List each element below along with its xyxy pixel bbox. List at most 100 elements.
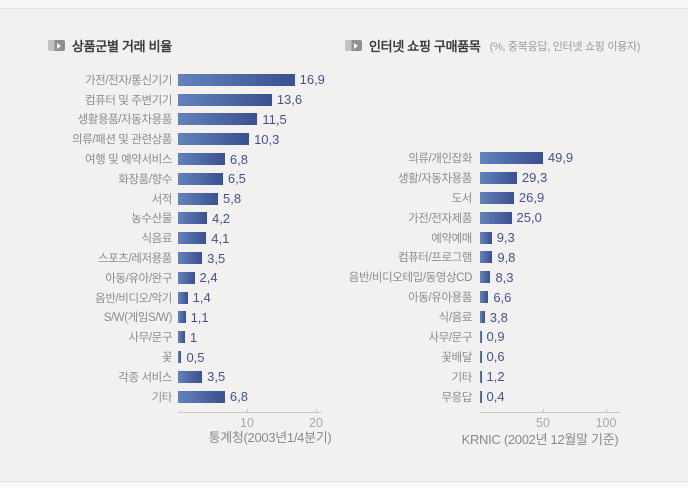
bar [178, 192, 219, 205]
bar-label: 화장품/향수 [118, 173, 172, 186]
bar-row: 스포츠/레저용품 3,5 [40, 248, 340, 268]
bar [178, 172, 223, 185]
bar-row: 농수산물 4,2 [40, 209, 340, 229]
bar-row: 예약예매 9,3 [345, 228, 688, 248]
bar-label: 생활/자동차용품 [397, 172, 472, 185]
bar-row: 도서 26,9 [345, 188, 688, 208]
bar [178, 212, 207, 225]
bar-value: 3,5 [207, 250, 226, 266]
bar-row: 여행 및 예약서비스 6,8 [40, 149, 340, 169]
bar-value: 29,3 [521, 170, 548, 186]
bar-value: 6,8 [229, 389, 248, 405]
axis: 50 100 [480, 409, 620, 430]
bar-rows: 의류/개인잡화 49,9 생활/자동차용품 29,3 도서 26,9 가전/전자… [345, 148, 688, 407]
bar-label: 의류/개인잡화 [408, 152, 472, 165]
play-arrow-icon [354, 42, 358, 49]
bar-row: 아동/유아/완구 2,4 [40, 268, 340, 288]
bar-label: 음반/비디오테입/동영상CD [348, 272, 473, 285]
bar-value: 0,9 [486, 329, 505, 345]
bar [178, 73, 295, 86]
bar-row: 생활/자동차용품 29,3 [345, 168, 688, 188]
bar-value: 1 [189, 329, 198, 345]
play-arrow-icon [57, 42, 61, 49]
axis: 10 20 [178, 409, 323, 430]
chart-header: 인터넷 쇼핑 구매품목 (%, 중복응답, 인터넷 쇼핑 이용자) [345, 36, 640, 55]
arrow-bullet-icon [345, 40, 362, 51]
bar-label: 여행 및 예약서비스 [84, 154, 172, 167]
bar-value: 49,9 [547, 150, 574, 166]
bar-label: 서적 [151, 193, 173, 206]
source-label: 통계청(2003년1/4분기) [208, 430, 332, 445]
bar-label: 가전/전자/통신기기 [84, 74, 172, 87]
bar [178, 93, 272, 106]
bar-label: 기타 [451, 371, 473, 384]
bar [480, 251, 493, 264]
bar [178, 331, 185, 344]
bar-row: 사무/문구 0,9 [345, 327, 688, 347]
bar [480, 390, 482, 403]
bar-label: 무응답 [441, 391, 472, 404]
bar-row: 서적 5,8 [40, 189, 340, 209]
bar [480, 191, 514, 204]
bar [178, 271, 195, 284]
chart-title: 인터넷 쇼핑 구매품목 [369, 39, 481, 54]
bar-label: 기타 [151, 391, 173, 404]
bar-label: 사무/문구 [128, 332, 172, 345]
bar-value: 3,8 [489, 309, 508, 325]
bar-row: 음반/비디오테입/동영상CD 8,3 [345, 267, 688, 287]
chart-title: 상품군별 거래 비율 [72, 39, 172, 54]
bar [480, 211, 512, 224]
bar-value: 0,5 [186, 349, 205, 365]
axis-tick-label: 20 [309, 416, 323, 430]
bar-label: 식음료 [141, 233, 172, 246]
bar-row: 꽃배달 0,6 [345, 347, 688, 367]
bar-row: 의류/패션 및 관련상품 10,3 [40, 129, 340, 149]
bar-label: 아동/유아/완구 [105, 272, 172, 285]
bar [178, 113, 258, 126]
bar-label: 농수산물 [131, 213, 172, 226]
bar-label: 생활용품/자동차용품 [77, 114, 173, 127]
bar-label: 컴퓨터 및 주변기기 [84, 94, 172, 107]
bar-value: 6,6 [493, 289, 512, 305]
bar-row: 음반/비디오/악기 1,4 [40, 288, 340, 308]
bar-label: 스포츠/레저용품 [97, 253, 172, 266]
axis-tick [316, 409, 317, 413]
bar-row: 기타 6,8 [40, 387, 340, 407]
bar-value: 10,3 [254, 131, 280, 147]
bar-value: 11,5 [262, 111, 287, 127]
bar-row: 가전/전자제품 25,0 [345, 208, 688, 228]
bar [480, 231, 492, 244]
bar-label: 꽃 [161, 352, 173, 365]
bar-value: 9,3 [496, 230, 515, 245]
bar-row: 사무/문구 1 [40, 327, 340, 347]
arrow-bullet-icon [48, 40, 65, 51]
bar-row: 컴퓨터 및 주변기기 13,6 [40, 90, 340, 110]
bar-rows: 가전/전자/통신기기 16,9 컴퓨터 및 주변기기 13,6 생활용품/자동차… [40, 70, 340, 407]
axis-tick [606, 409, 607, 413]
chart-subtitle: (%, 중복응답, 인터넷 쇼핑 이용자) [489, 40, 641, 53]
bar-value: 5,8 [223, 191, 242, 207]
axis-tick [543, 409, 544, 413]
bar-row: 각종 서비스 3,5 [40, 367, 340, 387]
bar-label: 컴퓨터/프로그램 [397, 252, 472, 265]
bar-value: 9,8 [497, 249, 516, 265]
axis-tick-label: 50 [536, 416, 550, 430]
bar-row: 화장품/향수 6,5 [40, 169, 340, 189]
bar-label: 각종 서비스 [118, 371, 172, 384]
bar-label: 꽃배달 [441, 351, 472, 364]
bar-value: 6,8 [229, 151, 248, 167]
axis-tick-label: 10 [240, 416, 254, 430]
chart-product-transaction-ratio: 상품군별 거래 비율 가전/전자/통신기기 16,9 컴퓨터 및 주변기기 13… [40, 9, 340, 481]
bar-label: 식/음료 [438, 312, 473, 325]
bar-row: 가전/전자/통신기기 16,9 [40, 70, 340, 90]
bar-value: 25,0 [516, 210, 542, 226]
bar-row: 아동/유아용품 6,6 [345, 287, 688, 307]
bar [178, 232, 207, 245]
bar-value: 6,5 [227, 171, 246, 187]
bar [480, 171, 517, 184]
bar [178, 390, 225, 403]
bar [480, 350, 482, 363]
bar-value: 13,6 [276, 92, 303, 108]
bar-row: 꽃 0,5 [40, 347, 340, 367]
